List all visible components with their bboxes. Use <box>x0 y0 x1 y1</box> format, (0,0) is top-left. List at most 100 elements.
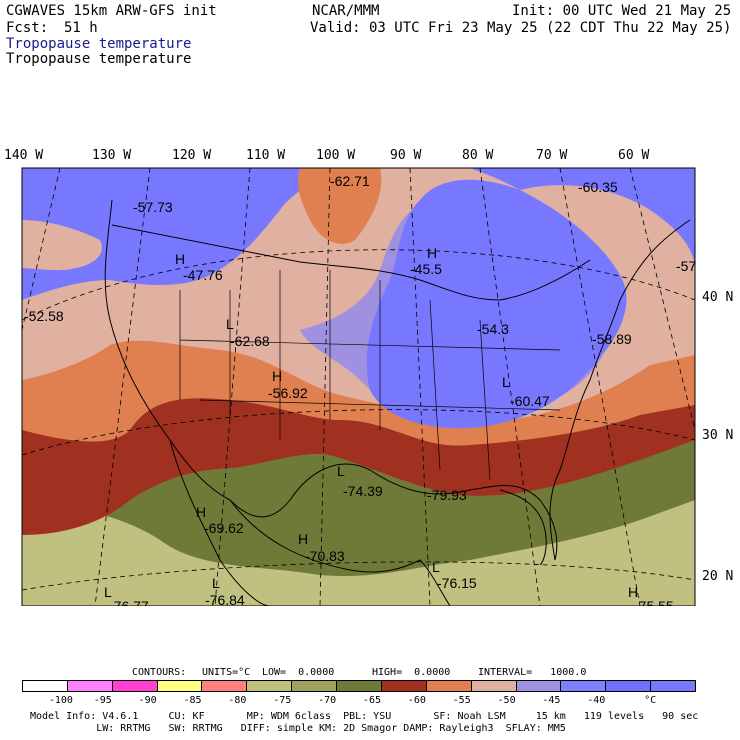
map-symbol-13: L <box>337 463 345 479</box>
map-symbol-8: L <box>226 316 234 332</box>
legend-tick-label: -75 <box>273 695 292 706</box>
band-purple-northwest <box>22 168 330 300</box>
field-title-primary: Tropopause temperature <box>6 36 192 52</box>
meridian-110w <box>214 167 251 607</box>
map-symbol-11: H <box>272 368 282 384</box>
canada-us-border <box>111 224 591 301</box>
state-lines <box>179 270 561 481</box>
meridian-100w <box>319 167 331 607</box>
legend-swatch <box>246 680 293 692</box>
mexico-outline <box>169 439 451 607</box>
map-value-9: -54.3 <box>477 321 509 337</box>
lon-label-140w: 140 W <box>4 148 44 163</box>
map-value-6: -57 <box>676 258 696 274</box>
map-symbol-12: L <box>502 374 510 390</box>
legend-tick-label: -45 <box>542 695 561 706</box>
florida <box>499 489 547 566</box>
band-purple-east <box>366 179 627 429</box>
lat-label-40n: 40 N <box>702 290 734 305</box>
map-value-3: -57.73 <box>133 199 173 215</box>
map-symbol-4: H <box>175 251 185 267</box>
band-purple-northeast <box>470 168 695 270</box>
map-symbol-18: L <box>212 575 220 591</box>
map-value-4: -47.76 <box>183 267 223 283</box>
low-label: LOW= 0.0000 <box>262 667 335 678</box>
shaded-field <box>22 168 695 606</box>
map-value-16: -70.83 <box>305 548 345 564</box>
legend-tick-label: -95 <box>93 695 112 706</box>
legend-swatch <box>291 680 338 692</box>
map-symbol-17: L <box>432 559 440 575</box>
init-time: Init: 00 UTC Wed 21 May 25 <box>512 3 732 19</box>
legend-tick-label: -100 <box>48 695 73 706</box>
map-value-14: -79.93 <box>427 487 467 503</box>
map-symbol-15: H <box>196 504 206 520</box>
map-value-8: -62.68 <box>230 333 270 349</box>
map-annotations: -62.71 -60.35 -57.73 H -47.76 H -45.5 -5… <box>24 173 696 614</box>
parallel-30n <box>21 409 696 456</box>
legend-swatch <box>560 680 607 692</box>
map-symbol-20: H <box>628 584 638 600</box>
us-outline <box>104 199 691 561</box>
map-value-5: -45.5 <box>410 261 442 277</box>
contour-label: CONTOURS: <box>132 667 187 678</box>
model-info-line-1: Model Info: V4.6.1 CU: KF MP: WDM 6class… <box>30 711 699 722</box>
high-label: HIGH= 0.0000 <box>372 667 451 678</box>
model-title: CGWAVES 15km ARW-GFS init <box>6 3 217 19</box>
legend-tick-label: -90 <box>138 695 157 706</box>
meridian-130w <box>21 167 61 331</box>
forecast-hour: 51 h <box>64 20 98 36</box>
map-value-18: -76.84 <box>205 592 245 608</box>
units-label: UNITS=°C <box>202 667 251 678</box>
meridian-90w <box>409 167 431 607</box>
legend-swatch <box>336 680 382 692</box>
lon-label-60w: 60 W <box>618 148 650 163</box>
field-title-secondary: Tropopause temperature <box>6 51 192 67</box>
legend-tick-label: -80 <box>228 695 247 706</box>
map-value-17: -76.15 <box>437 575 477 591</box>
legend-swatch <box>380 680 427 692</box>
legend-tick-label: -60 <box>407 695 426 706</box>
legend-swatch <box>22 680 68 692</box>
parallel-20n <box>21 561 696 591</box>
lat-label-30n: 30 N <box>702 428 734 443</box>
legend-swatch <box>201 680 248 692</box>
org-label: NCAR/MMM <box>312 3 380 19</box>
legend-tick-label: -70 <box>318 695 337 706</box>
map-value-11: -56.92 <box>268 385 308 401</box>
legend-tick-label: -40 <box>587 695 606 706</box>
map-symbol-16: H <box>298 531 308 547</box>
lon-label-110w: 110 W <box>246 148 286 163</box>
valid-time: Valid: 03 UTC Fri 23 May 25 (22 CDT Thu … <box>310 20 732 36</box>
model-info-line-2: LW: RRTMG SW: RRTMG DIFF: simple KM: 2D … <box>30 723 566 734</box>
map-value-13: -74.39 <box>343 483 383 499</box>
legend-swatch <box>470 680 517 692</box>
map-value-15: -69.62 <box>204 520 244 536</box>
map-value-12: -60.47 <box>510 393 550 409</box>
legend-swatch <box>66 680 113 692</box>
legend-swatch <box>605 680 652 692</box>
meridian-120w <box>94 167 151 607</box>
lon-label-100w: 100 W <box>316 148 356 163</box>
map-bottom-mask <box>0 606 740 616</box>
map-value-10: -58.89 <box>592 331 632 347</box>
map-value-1: -62.71 <box>330 173 370 189</box>
meridian-70w <box>559 167 641 607</box>
legend-swatch <box>111 680 158 692</box>
legend-tick-label: -50 <box>497 695 516 706</box>
legend-swatch <box>650 680 696 692</box>
legend-tick-label: -65 <box>362 695 381 706</box>
lon-label-120w: 120 W <box>172 148 212 163</box>
map-symbol-19: L <box>104 584 112 600</box>
coastlines-borders <box>104 199 691 607</box>
legend-swatch <box>425 680 472 692</box>
legend-swatch <box>515 680 562 692</box>
meridian-80w <box>479 167 541 607</box>
band-salmon-alaska <box>298 168 382 244</box>
legend-tick-label: -55 <box>452 695 471 706</box>
legend-swatch <box>156 680 203 692</box>
lon-label-130w: 130 W <box>92 148 132 163</box>
legend-unit-label: °C <box>644 695 657 706</box>
interval-label: INTERVAL= 1000.0 <box>478 667 587 678</box>
